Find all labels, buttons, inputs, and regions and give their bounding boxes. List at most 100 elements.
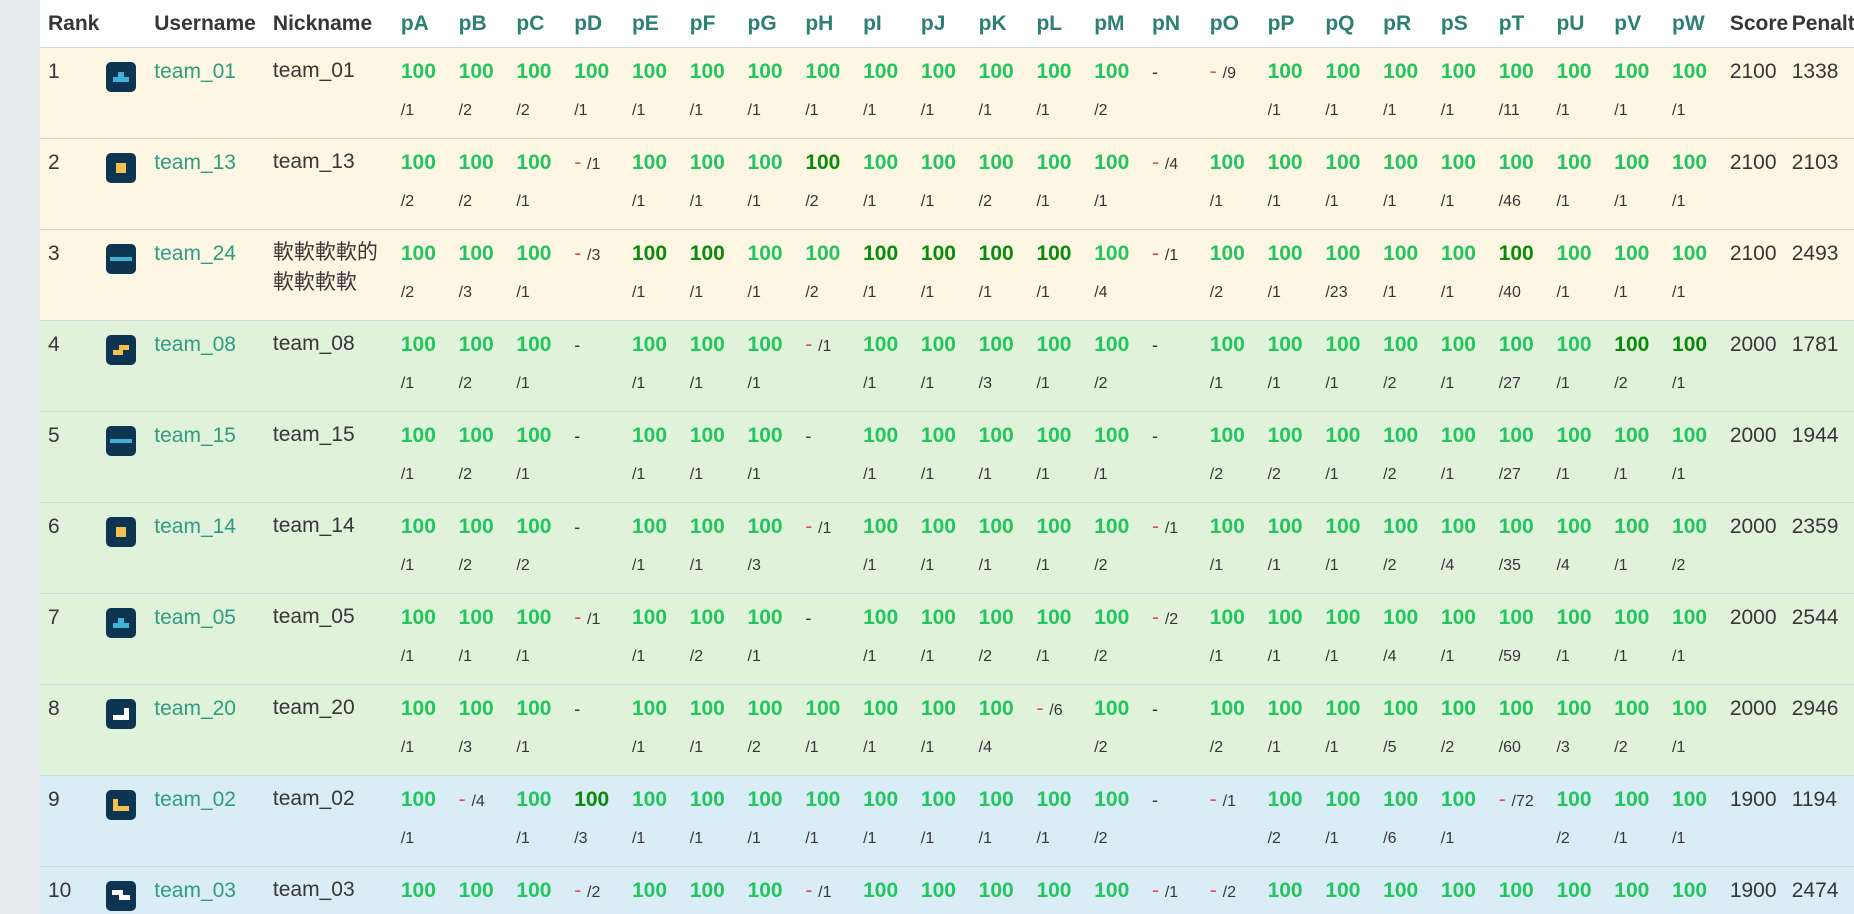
problem-cell-pj[interactable]: 100/1: [912, 47, 971, 139]
problem-cell-pe[interactable]: 100/1: [623, 502, 682, 594]
problem-cell-po[interactable]: 100/1: [1201, 320, 1260, 412]
problem-cell-pa[interactable]: 100/1: [392, 593, 451, 685]
problem-cell-pf[interactable]: 100/1: [681, 502, 740, 594]
problem-cell-pn[interactable]: - /1: [1144, 229, 1202, 321]
problem-header-pa[interactable]: pA: [392, 0, 451, 48]
problem-cell-pr[interactable]: 100/1: [1375, 138, 1433, 230]
problem-header-pi[interactable]: pI: [855, 0, 913, 48]
problem-cell-ph[interactable]: 100/1: [797, 47, 856, 139]
problem-cell-pf[interactable]: 100/1: [681, 47, 740, 139]
problem-cell-po[interactable]: 100/1: [1201, 593, 1260, 685]
problem-cell-pq[interactable]: 100/1: [1317, 320, 1376, 412]
problem-cell-pb[interactable]: - /4: [450, 775, 509, 867]
problem-header-po[interactable]: pO: [1201, 0, 1260, 48]
problem-cell-pj[interactable]: 100: [912, 866, 971, 914]
problem-cell-pu[interactable]: 100/1: [1548, 411, 1607, 503]
problem-header-ph[interactable]: pH: [797, 0, 856, 48]
problem-cell-pu[interactable]: 100/1: [1548, 47, 1607, 139]
problem-cell-pe[interactable]: 100: [623, 866, 682, 914]
problem-header-pl[interactable]: pL: [1028, 0, 1087, 48]
problem-cell-pe[interactable]: 100/1: [623, 411, 682, 503]
problem-cell-pq[interactable]: 100: [1317, 866, 1376, 914]
problem-cell-pj[interactable]: 100/1: [912, 411, 971, 503]
problem-header-pd[interactable]: pD: [566, 0, 624, 48]
problem-cell-pu[interactable]: 100/1: [1548, 593, 1607, 685]
problem-cell-pt[interactable]: - /72: [1490, 775, 1549, 867]
problem-cell-pa[interactable]: 100/1: [392, 47, 451, 139]
problem-cell-pn[interactable]: -: [1144, 320, 1202, 412]
problem-cell-ps[interactable]: 100/1: [1432, 138, 1491, 230]
username-link[interactable]: team_01: [154, 60, 236, 83]
problem-header-pg[interactable]: pG: [739, 0, 798, 48]
problem-cell-ps[interactable]: 100/1: [1432, 775, 1491, 867]
problem-cell-pp[interactable]: 100/2: [1259, 411, 1318, 503]
problem-cell-pl[interactable]: 100: [1028, 866, 1087, 914]
problem-cell-pk[interactable]: 100: [970, 866, 1029, 914]
problem-cell-pv[interactable]: 100/1: [1606, 229, 1665, 321]
problem-cell-pi[interactable]: 100/1: [855, 593, 913, 685]
problem-cell-pr[interactable]: 100/6: [1375, 775, 1433, 867]
problem-cell-pd[interactable]: 100/3: [566, 775, 624, 867]
problem-cell-pi[interactable]: 100/1: [855, 229, 913, 321]
problem-cell-pr[interactable]: 100/1: [1375, 47, 1433, 139]
problem-cell-pu[interactable]: 100/1: [1548, 138, 1607, 230]
problem-cell-ps[interactable]: 100/4: [1432, 502, 1491, 594]
username-link[interactable]: team_20: [154, 697, 236, 720]
penalty-header[interactable]: Penalty: [1783, 0, 1854, 48]
problem-cell-ph[interactable]: 100/2: [797, 138, 856, 230]
problem-cell-po[interactable]: 100/1: [1201, 502, 1260, 594]
problem-cell-pj[interactable]: 100/1: [912, 138, 971, 230]
problem-cell-pd[interactable]: - /1: [566, 593, 624, 685]
problem-cell-pe[interactable]: 100/1: [623, 229, 682, 321]
problem-cell-pn[interactable]: - /1: [1144, 502, 1202, 594]
problem-cell-pw[interactable]: 100/2: [1664, 502, 1722, 594]
problem-header-pb[interactable]: pB: [450, 0, 509, 48]
problem-header-pc[interactable]: pC: [508, 0, 567, 48]
problem-header-pn[interactable]: pN: [1144, 0, 1202, 48]
problem-cell-pi[interactable]: 100/1: [855, 47, 913, 139]
problem-cell-pk[interactable]: 100/1: [970, 502, 1029, 594]
problem-cell-pl[interactable]: 100/1: [1028, 229, 1087, 321]
problem-cell-pb[interactable]: 100/2: [450, 502, 509, 594]
problem-cell-pw[interactable]: 100/1: [1664, 593, 1722, 685]
problem-cell-pd[interactable]: -: [566, 684, 624, 776]
problem-cell-pd[interactable]: 100/1: [566, 47, 624, 139]
problem-header-pe[interactable]: pE: [623, 0, 682, 48]
problem-cell-ph[interactable]: 100/1: [797, 684, 856, 776]
username-link[interactable]: team_24: [154, 242, 236, 265]
problem-cell-po[interactable]: 100/2: [1201, 411, 1260, 503]
problem-cell-pt[interactable]: 100/27: [1490, 320, 1549, 412]
problem-cell-po[interactable]: 100/2: [1201, 684, 1260, 776]
problem-cell-pw[interactable]: 100/1: [1664, 320, 1722, 412]
problem-cell-pf[interactable]: 100/1: [681, 775, 740, 867]
problem-cell-pm[interactable]: 100/1: [1086, 411, 1145, 503]
problem-cell-pk[interactable]: 100/1: [970, 47, 1029, 139]
problem-cell-pn[interactable]: - /4: [1144, 138, 1202, 230]
problem-cell-pc[interactable]: 100/1: [508, 775, 567, 867]
problem-cell-pp[interactable]: 100/2: [1259, 775, 1318, 867]
problem-cell-pr[interactable]: 100/2: [1375, 411, 1433, 503]
problem-cell-pw[interactable]: 100/1: [1664, 47, 1722, 139]
problem-cell-pd[interactable]: - /3: [566, 229, 624, 321]
problem-cell-pe[interactable]: 100/1: [623, 138, 682, 230]
problem-cell-pb[interactable]: 100/2: [450, 320, 509, 412]
problem-header-pf[interactable]: pF: [681, 0, 740, 48]
problem-cell-pj[interactable]: 100/1: [912, 502, 971, 594]
problem-cell-pe[interactable]: 100/1: [623, 775, 682, 867]
rank-header[interactable]: Rank: [40, 0, 99, 48]
problem-cell-pv[interactable]: 100/1: [1606, 775, 1665, 867]
problem-cell-pv[interactable]: 100/1: [1606, 502, 1665, 594]
problem-cell-po[interactable]: - /2: [1201, 866, 1260, 914]
problem-cell-pr[interactable]: 100/4: [1375, 593, 1433, 685]
username-link[interactable]: team_05: [154, 606, 236, 629]
problem-cell-pl[interactable]: 100/1: [1028, 502, 1087, 594]
problem-header-pj[interactable]: pJ: [912, 0, 971, 48]
problem-cell-pb[interactable]: 100/3: [450, 229, 509, 321]
problem-cell-pf[interactable]: 100/1: [681, 138, 740, 230]
problem-cell-po[interactable]: - /9: [1201, 47, 1260, 139]
problem-cell-pt[interactable]: 100/35: [1490, 502, 1549, 594]
problem-cell-ps[interactable]: 100/1: [1432, 320, 1491, 412]
problem-cell-ps[interactable]: 100/1: [1432, 47, 1491, 139]
problem-cell-pg[interactable]: 100/3: [739, 502, 798, 594]
problem-cell-pk[interactable]: 100/2: [970, 138, 1029, 230]
